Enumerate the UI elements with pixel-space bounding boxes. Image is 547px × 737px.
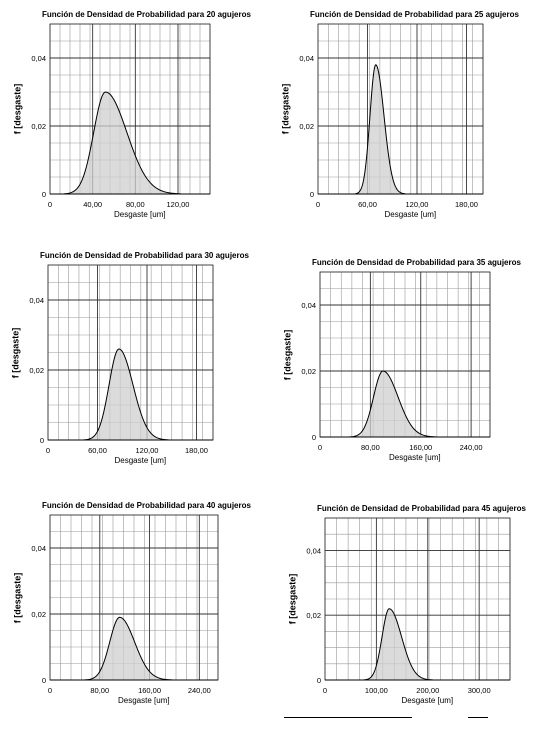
y-tick-label: 0,04	[306, 546, 321, 555]
x-tick-label: 180,00	[185, 446, 208, 455]
y-tick-label: 0	[312, 433, 316, 442]
x-axis-label: Desgaste [um]	[389, 453, 441, 462]
footer-line-left	[284, 717, 412, 718]
x-tick-label: 0	[318, 443, 322, 452]
x-tick-label: 160,00	[409, 443, 432, 452]
chart-plot: 0 80,00 160,00 240,00 0 0,02 0,04	[31, 514, 219, 695]
x-axis-label: Desgaste [um]	[384, 210, 437, 219]
chart-title: Función de Densidad de Probabilidad para…	[310, 10, 519, 19]
y-tick-label: 0,04	[299, 54, 314, 63]
y-axis-label: f [desgaste]	[11, 83, 22, 135]
y-tick-label: 0,02	[31, 610, 46, 619]
y-tick-label: 0,02	[29, 366, 44, 375]
y-tick-label: 0,04	[301, 301, 316, 310]
density-curve	[349, 370, 437, 438]
x-tick-label: 0	[323, 686, 327, 695]
y-tick-label: 0,04	[29, 296, 44, 305]
chart-panel-30: Función de Densidad de Probabilidad para…	[0, 245, 273, 490]
y-tick-label: 0,02	[306, 611, 321, 620]
chart-title: Función de Densidad de Probabilidad para…	[312, 258, 521, 267]
chart-plot: 0 60,00 120,00 180,00 0 0,02 0,04	[29, 264, 214, 455]
y-axis-label: f [desgaste]	[9, 327, 20, 378]
density-area	[355, 64, 405, 194]
y-tick-label: 0	[40, 436, 44, 445]
density-area	[349, 371, 436, 437]
chart-panel-35: Función de Densidad de Probabilidad para…	[273, 250, 547, 485]
y-tick-label: 0	[310, 190, 314, 199]
x-tick-label: 0	[48, 686, 52, 695]
y-tick-label: 0	[42, 190, 46, 199]
x-tick-label: 0	[316, 200, 320, 209]
x-tick-label: 240,00	[188, 686, 211, 695]
chart-title: Función de Densidad de Probabilidad para…	[317, 504, 526, 513]
x-axis-label: Desgaste [um]	[114, 210, 166, 219]
x-axis-label: Desgaste [um]	[401, 696, 454, 705]
x-tick-label: 60,00	[88, 446, 107, 455]
x-axis-label: Desgaste [um]	[114, 456, 167, 465]
chart-plot: 0 60,00 120,00 180,00 0 0,02 0,04	[299, 23, 484, 209]
chart-title: Función de Densidad de Probabilidad para…	[42, 501, 251, 510]
density-area	[84, 349, 169, 440]
chart-plot: 0 80,00 160,00 240,00 0 0,02 0,04	[301, 271, 491, 452]
x-tick-label: 120,00	[406, 200, 429, 209]
x-tick-label: 60,00	[358, 200, 377, 209]
y-axis-label: f [desgaste]	[281, 329, 292, 380]
x-tick-label: 120,00	[136, 446, 159, 455]
y-tick-label: 0,04	[31, 544, 46, 553]
x-tick-label: 80,00	[90, 686, 109, 695]
density-curve	[363, 608, 433, 681]
y-axis-label: f [desgaste]	[286, 573, 297, 625]
x-tick-label: 240,00	[460, 443, 483, 452]
y-tick-label: 0	[42, 676, 46, 685]
y-tick-label: 0,02	[31, 122, 46, 131]
footer-line-right	[468, 717, 488, 718]
chart-panel-20: Función de Densidad de Probabilidad para…	[0, 0, 273, 240]
x-tick-label: 200,00	[416, 686, 439, 695]
density-curve	[355, 64, 406, 195]
x-tick-label: 40,00	[83, 200, 102, 209]
y-axis-label: f [desgaste]	[11, 572, 22, 623]
x-tick-label: 180,00	[455, 200, 478, 209]
y-tick-label: 0	[317, 676, 321, 685]
x-tick-label: 120,00	[167, 200, 190, 209]
y-tick-label: 0,02	[301, 367, 316, 376]
density-curve	[63, 91, 181, 195]
chart-title: Función de Densidad de Probabilidad para…	[40, 251, 249, 260]
density-area	[364, 608, 433, 680]
x-tick-label: 100,00	[365, 686, 388, 695]
chart-title: Función de Densidad de Probabilidad para…	[42, 10, 251, 19]
x-tick-label: 80,00	[361, 443, 380, 452]
x-tick-label: 160,00	[138, 686, 161, 695]
density-area	[64, 92, 181, 194]
chart-panel-45: Función de Densidad de Probabilidad para…	[273, 500, 547, 725]
y-axis-label: f [desgaste]	[279, 83, 290, 135]
x-axis-label: Desgaste [um]	[118, 696, 170, 705]
chart-plot: 0 100,00 200,00 300,00 0 0,02 0,04	[306, 517, 511, 695]
y-tick-label: 0,04	[31, 54, 46, 63]
chart-panel-40: Función de Densidad de Probabilidad para…	[0, 495, 273, 725]
x-tick-label: 80,00	[126, 200, 145, 209]
density-curve	[84, 616, 173, 681]
chart-panel-25: Función de Densidad de Probabilidad para…	[273, 0, 547, 240]
chart-plot: 0 40,00 80,00 120,00 0 0,02 0,04	[31, 23, 211, 209]
x-tick-label: 0	[46, 446, 50, 455]
density-area	[84, 617, 172, 680]
x-tick-label: 300,00	[468, 686, 491, 695]
y-tick-label: 0,02	[299, 122, 314, 131]
x-tick-label: 0	[48, 200, 52, 209]
density-curve	[83, 348, 169, 441]
